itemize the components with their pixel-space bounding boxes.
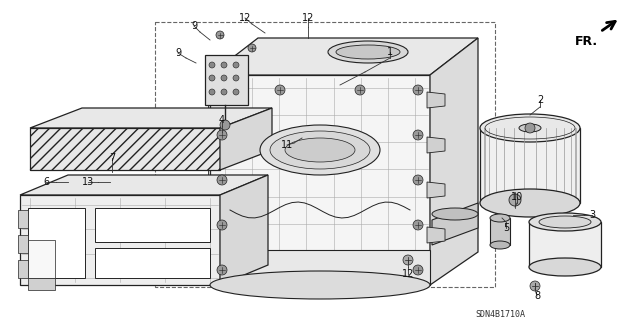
Text: 12: 12 <box>239 13 251 23</box>
Text: 8: 8 <box>534 291 540 301</box>
Polygon shape <box>205 55 248 105</box>
Polygon shape <box>427 227 445 243</box>
Ellipse shape <box>490 241 510 249</box>
Text: 12: 12 <box>302 13 314 23</box>
Ellipse shape <box>270 131 370 169</box>
Polygon shape <box>210 75 430 285</box>
Text: 10: 10 <box>511 192 523 202</box>
Ellipse shape <box>480 114 580 142</box>
Circle shape <box>217 175 227 185</box>
Text: 3: 3 <box>589 210 595 220</box>
Ellipse shape <box>529 258 601 276</box>
Circle shape <box>233 62 239 68</box>
Text: 5: 5 <box>503 223 509 233</box>
Circle shape <box>221 89 227 95</box>
Text: 9: 9 <box>191 21 197 31</box>
Circle shape <box>217 85 227 95</box>
Circle shape <box>275 85 285 95</box>
Ellipse shape <box>210 271 430 299</box>
Ellipse shape <box>336 45 400 59</box>
Circle shape <box>221 62 227 68</box>
Ellipse shape <box>490 214 510 222</box>
Ellipse shape <box>480 189 580 217</box>
Circle shape <box>217 265 227 275</box>
Circle shape <box>217 130 227 140</box>
Circle shape <box>355 85 365 95</box>
Text: 12: 12 <box>402 269 414 279</box>
Circle shape <box>209 75 215 81</box>
Polygon shape <box>490 218 510 245</box>
Circle shape <box>413 85 423 95</box>
Circle shape <box>413 220 423 230</box>
Ellipse shape <box>432 208 478 220</box>
Ellipse shape <box>529 213 601 231</box>
Text: 6: 6 <box>43 177 49 187</box>
Polygon shape <box>30 128 220 170</box>
Bar <box>480 128 580 203</box>
Polygon shape <box>427 92 445 108</box>
Circle shape <box>525 123 535 133</box>
Circle shape <box>413 265 423 275</box>
Circle shape <box>233 75 239 81</box>
Circle shape <box>530 281 540 291</box>
Text: 9: 9 <box>175 48 181 58</box>
Circle shape <box>209 89 215 95</box>
Polygon shape <box>208 75 210 285</box>
Circle shape <box>216 31 224 39</box>
Circle shape <box>413 175 423 185</box>
Circle shape <box>220 120 230 130</box>
Polygon shape <box>30 150 272 170</box>
Polygon shape <box>28 208 85 278</box>
Text: 1: 1 <box>387 47 393 57</box>
Circle shape <box>509 194 521 206</box>
Circle shape <box>217 220 227 230</box>
Polygon shape <box>210 38 478 75</box>
Text: FR.: FR. <box>575 35 598 48</box>
Polygon shape <box>432 203 478 245</box>
Ellipse shape <box>539 216 591 228</box>
Polygon shape <box>430 38 478 285</box>
Polygon shape <box>427 182 445 198</box>
Text: 11: 11 <box>281 140 293 150</box>
Text: SDN4B1710A: SDN4B1710A <box>475 310 525 319</box>
Polygon shape <box>18 235 28 253</box>
Polygon shape <box>20 195 220 285</box>
Bar <box>529 222 601 267</box>
Polygon shape <box>30 108 272 128</box>
Polygon shape <box>95 208 210 242</box>
Ellipse shape <box>328 41 408 63</box>
Bar <box>30 128 220 170</box>
Circle shape <box>403 255 413 265</box>
Ellipse shape <box>519 124 541 132</box>
Circle shape <box>221 75 227 81</box>
Polygon shape <box>28 278 55 290</box>
Polygon shape <box>18 260 28 278</box>
Circle shape <box>413 130 423 140</box>
Polygon shape <box>210 250 430 285</box>
Circle shape <box>248 44 256 52</box>
Text: 2: 2 <box>537 95 543 105</box>
Polygon shape <box>220 108 272 170</box>
Text: 7: 7 <box>109 153 115 163</box>
Polygon shape <box>20 175 268 195</box>
Polygon shape <box>95 248 210 278</box>
Text: 13: 13 <box>82 177 94 187</box>
Polygon shape <box>18 210 28 228</box>
Ellipse shape <box>285 138 355 162</box>
Polygon shape <box>427 137 445 153</box>
Text: 4: 4 <box>219 115 225 125</box>
Ellipse shape <box>260 125 380 175</box>
Circle shape <box>233 89 239 95</box>
Circle shape <box>209 62 215 68</box>
Polygon shape <box>28 240 55 278</box>
Polygon shape <box>220 175 268 285</box>
